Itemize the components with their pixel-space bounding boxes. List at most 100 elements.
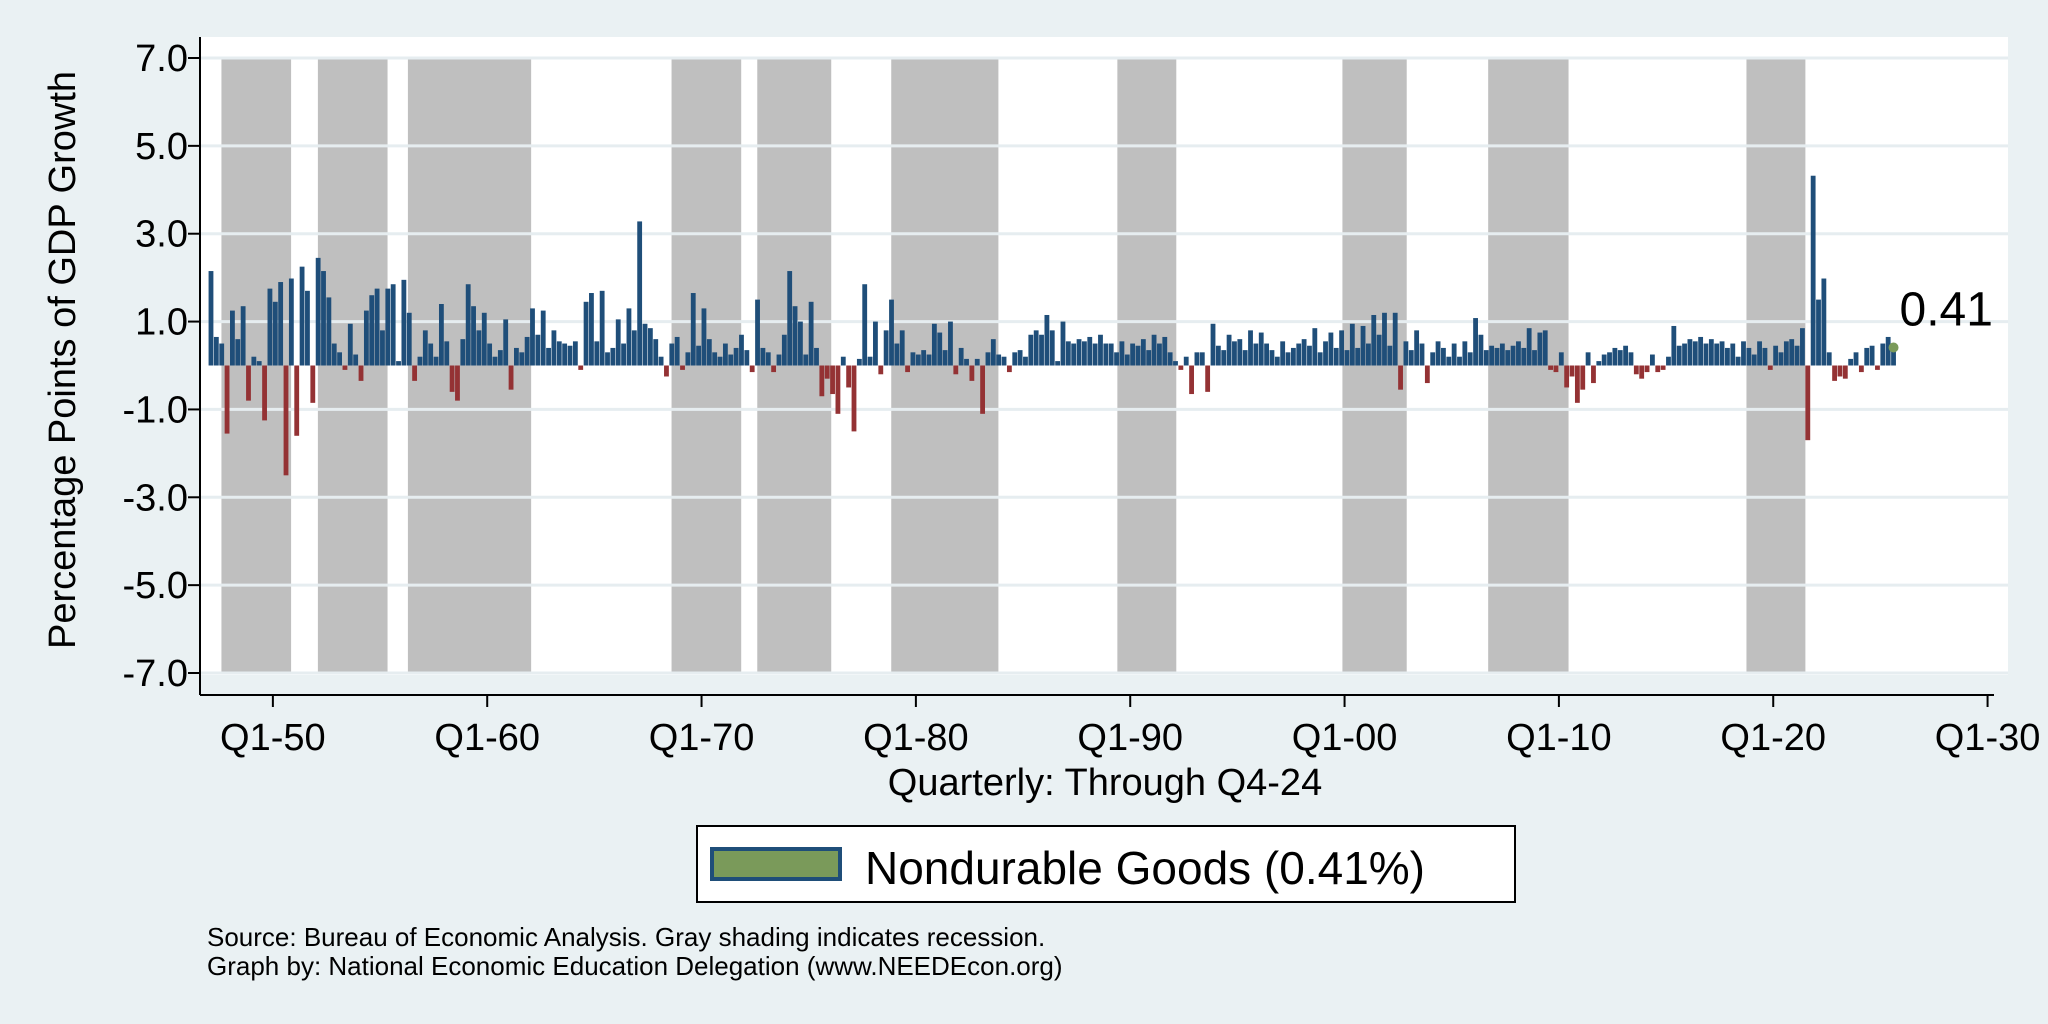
x-tick-label-5: Q1-00	[1292, 717, 1398, 759]
bar	[417, 356, 423, 366]
bar	[1119, 341, 1125, 366]
bar	[1189, 365, 1194, 395]
y-tick-label-1: 5.0	[135, 126, 188, 168]
bar	[556, 341, 562, 366]
bar	[1382, 312, 1387, 366]
bar	[578, 365, 584, 370]
bar	[1585, 352, 1591, 366]
bar	[1467, 352, 1473, 366]
x-tick-label-2: Q1-70	[649, 717, 755, 759]
bar	[1441, 347, 1446, 366]
bar	[1789, 339, 1795, 366]
legend-swatch	[710, 847, 842, 881]
bar	[851, 365, 857, 432]
x-tick-label-1: Q1-60	[434, 717, 540, 759]
bar	[1532, 350, 1537, 366]
bar	[1612, 347, 1618, 366]
bar	[1574, 365, 1580, 403]
bar	[1001, 356, 1007, 366]
bar	[1767, 365, 1773, 370]
bar	[830, 365, 835, 395]
x-tick-label-4: Q1-90	[1077, 717, 1183, 759]
bar	[835, 365, 841, 414]
x-ticks: Q1-50 Q1-60 Q1-70 Q1-80 Q1-90 Q1-00 Q1-10 Q1-20…	[220, 695, 2040, 759]
bar	[969, 365, 975, 381]
bar	[1151, 334, 1157, 366]
bar	[583, 301, 589, 366]
bar	[1376, 334, 1382, 366]
bar	[390, 284, 396, 366]
bar	[985, 352, 991, 366]
bar	[765, 352, 771, 366]
bar	[846, 365, 852, 388]
bar	[1146, 350, 1152, 366]
bar	[942, 350, 948, 366]
bar	[1408, 350, 1414, 366]
bar	[701, 308, 707, 366]
bar	[803, 354, 809, 366]
bar	[471, 306, 476, 366]
bar	[964, 358, 969, 366]
bar	[444, 341, 450, 366]
bar	[1885, 336, 1891, 366]
bar-series-nondurable-goods	[208, 175, 1896, 476]
bar	[326, 297, 332, 366]
bar	[1591, 365, 1596, 384]
bar	[208, 271, 214, 366]
bar	[1666, 356, 1671, 366]
bar	[1355, 347, 1361, 366]
bar	[1130, 343, 1136, 366]
bar	[910, 352, 916, 366]
bar	[1842, 365, 1848, 379]
bar	[1248, 330, 1253, 366]
bar	[664, 365, 669, 377]
bar	[396, 361, 401, 366]
bar	[1414, 330, 1420, 366]
bar	[1730, 343, 1736, 366]
bar	[310, 365, 316, 403]
bar	[1462, 341, 1468, 366]
bar	[1537, 332, 1543, 366]
bar	[1307, 345, 1312, 366]
bar	[690, 293, 696, 366]
bar	[1323, 341, 1328, 366]
bar	[363, 310, 369, 366]
bar	[589, 293, 594, 366]
bar	[658, 356, 664, 366]
bar	[481, 312, 487, 366]
bar	[1205, 365, 1211, 392]
bar	[610, 347, 616, 366]
bar	[1746, 347, 1752, 366]
bar	[1087, 336, 1093, 366]
bar	[1628, 352, 1634, 366]
bar	[781, 334, 787, 366]
bar	[1607, 352, 1612, 366]
x-tick-label-8: Q1-30	[1935, 717, 2041, 759]
bar	[567, 345, 573, 366]
bar	[696, 345, 702, 366]
bar	[1596, 361, 1602, 366]
bar	[674, 336, 680, 366]
bar	[1751, 354, 1757, 366]
bar	[492, 356, 498, 366]
bar	[878, 365, 884, 375]
bar	[1639, 365, 1645, 379]
bar	[524, 336, 530, 366]
bar	[1821, 278, 1827, 366]
bar	[1837, 365, 1843, 377]
bar	[1215, 345, 1221, 366]
bar	[535, 334, 541, 366]
bar	[1371, 314, 1377, 366]
bar	[358, 365, 364, 381]
bar	[412, 365, 418, 381]
bar	[1317, 352, 1323, 366]
x-axis-title: Quarterly: Through Q4-24	[888, 762, 1322, 804]
bar	[342, 365, 348, 370]
bar	[438, 304, 444, 366]
bar	[369, 295, 375, 366]
bar	[1221, 350, 1227, 366]
bar	[294, 365, 300, 436]
bar	[594, 341, 600, 366]
bar	[572, 341, 578, 366]
bar	[1098, 334, 1103, 366]
